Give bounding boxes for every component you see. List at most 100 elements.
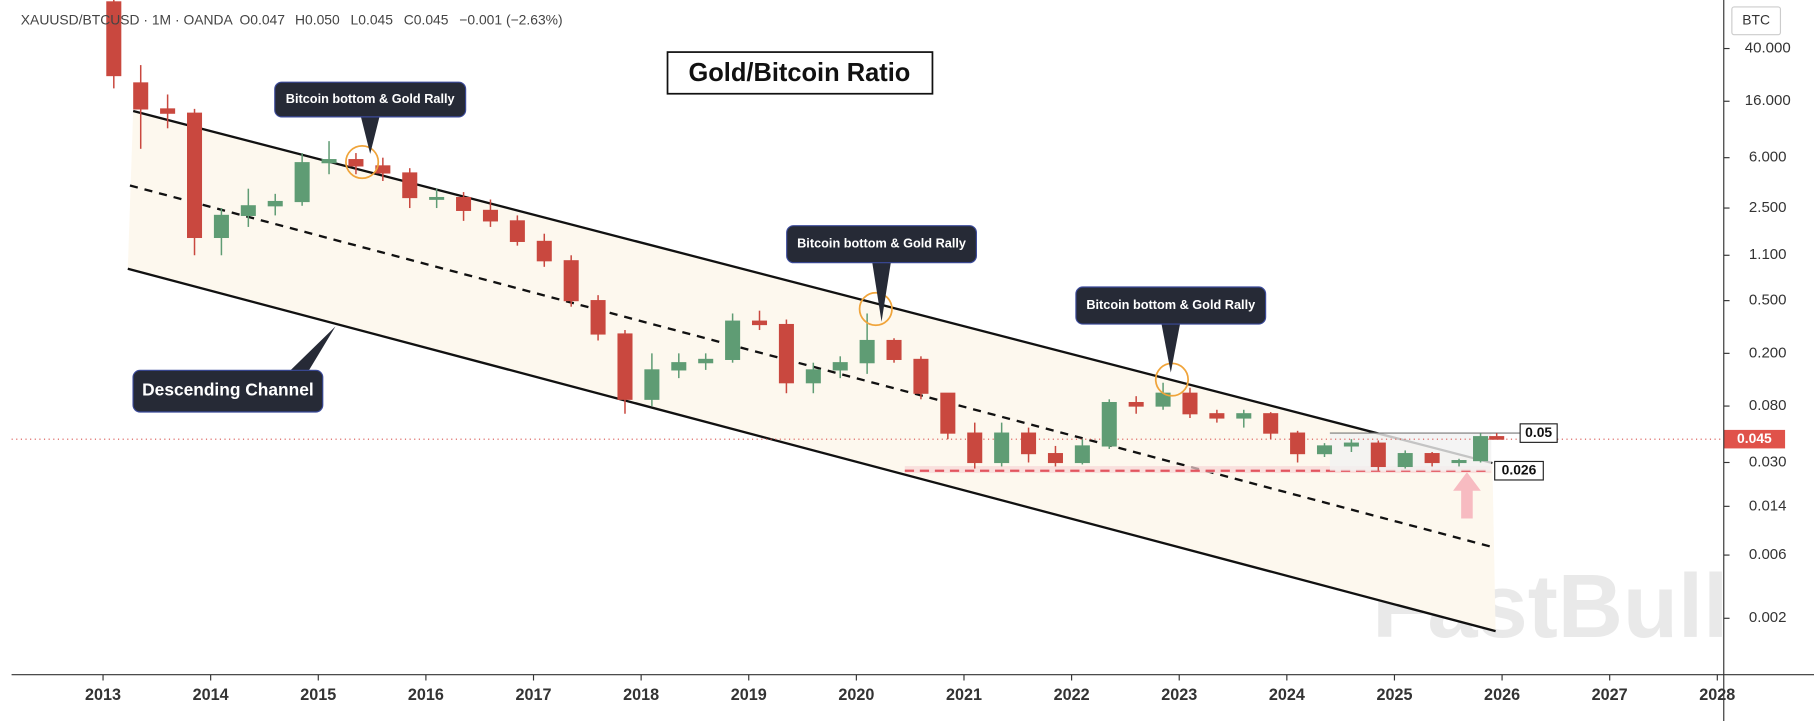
y-tick-label: 1.100	[1749, 246, 1787, 263]
candle-body	[1209, 413, 1225, 419]
candle-body	[1021, 432, 1037, 455]
candle-body	[160, 108, 176, 114]
candle-body	[429, 196, 445, 200]
y-tick-label: 0.030	[1749, 453, 1787, 470]
x-tick-label: 2026	[1484, 686, 1520, 704]
candle-body	[671, 362, 687, 371]
candle-body	[1047, 453, 1063, 464]
x-tick-label: 2024	[1269, 686, 1305, 704]
y-tick-label: 16.000	[1745, 92, 1791, 109]
candle-body	[482, 209, 498, 222]
candle-body	[967, 432, 983, 464]
candle-body	[106, 1, 122, 77]
candle-body	[832, 362, 848, 371]
candle-body	[1236, 413, 1252, 419]
header-high: H0.050	[295, 12, 340, 28]
y-tick-label: 40.000	[1745, 40, 1791, 57]
axis-unit-box	[1731, 6, 1782, 36]
x-tick-label: 2018	[623, 686, 659, 704]
x-tick-label: 2027	[1592, 686, 1628, 704]
resistance-label-box	[1519, 423, 1558, 443]
candle-body	[1473, 436, 1489, 462]
candle-body	[1263, 413, 1279, 434]
candle-body	[1451, 460, 1467, 464]
candle-body	[321, 159, 337, 164]
candles	[106, 0, 1505, 471]
last-price-label: 0.045	[1737, 430, 1772, 446]
candle-body	[913, 358, 929, 394]
candle-body	[778, 323, 794, 384]
y-tick-label: 0.006	[1749, 546, 1787, 563]
candle-body	[859, 339, 875, 364]
candle-body	[994, 432, 1010, 464]
header-change: −0.001 (−2.63%)	[459, 12, 562, 28]
plot-front: 40.000 16.000 6.000 2.500 1.100 0.500 0.200 0.0…	[85, 40, 1791, 704]
callout-pointer	[360, 116, 380, 154]
highlight-ring	[345, 144, 380, 180]
y-tick-label: 2.500	[1749, 199, 1787, 216]
header: XAUUSD/BTCUSD · 1M · OANDA O0.047 H0.050…	[21, 12, 563, 28]
candle-body	[751, 320, 768, 326]
callout-text: Bitcoin bottom & Gold Rally	[286, 91, 455, 106]
resistance-label: 0.05	[1525, 424, 1552, 440]
y-tick-label: 0.500	[1749, 292, 1787, 309]
channel-lower	[127, 267, 1496, 633]
candle-body	[186, 112, 203, 239]
axis-unit: BTC	[1742, 12, 1770, 28]
x-tick-label: 2025	[1376, 686, 1412, 704]
callout-text: Bitcoin bottom & Gold Rally	[797, 236, 966, 251]
candle-body	[509, 220, 525, 242]
candle-body	[1316, 445, 1333, 455]
candle-body	[940, 392, 956, 434]
candle-body	[1182, 392, 1198, 415]
y-tick-label: 0.002	[1749, 609, 1787, 626]
candle-body	[133, 82, 149, 110]
candle-body	[456, 196, 472, 211]
y-tick-label: 6.000	[1749, 149, 1787, 166]
header-low: L0.045	[351, 12, 394, 28]
callout-box	[274, 81, 467, 118]
x-tick-label: 2020	[838, 686, 874, 704]
highlight-ring	[858, 291, 893, 327]
candle-body	[590, 300, 606, 335]
support-label: 0.026	[1502, 461, 1537, 477]
candle-body	[1101, 401, 1117, 447]
breakout-arrow	[1453, 472, 1481, 519]
candle-body	[1397, 453, 1413, 468]
candle-body	[1074, 445, 1090, 464]
chart-title: Gold/Bitcoin Ratio	[688, 59, 910, 87]
candle-body	[563, 260, 579, 302]
x-tick-label: 2028	[1699, 686, 1735, 704]
candle-body	[698, 358, 714, 364]
candle-body	[1343, 442, 1359, 447]
channel-upper	[132, 109, 1493, 465]
candle-body	[1489, 436, 1505, 440]
callout-box	[786, 225, 977, 264]
y-tick-label: 0.080	[1749, 397, 1787, 414]
candle-body	[536, 240, 552, 262]
channel-middle	[129, 184, 1496, 549]
candle-body	[805, 369, 821, 384]
candle-body	[617, 333, 633, 400]
candle-body	[886, 339, 902, 360]
candle-body	[240, 205, 256, 216]
candle-body	[725, 320, 741, 360]
x-tick-label: 2023	[1161, 686, 1197, 704]
callout-text: Bitcoin bottom & Gold Rally	[1086, 297, 1255, 312]
x-tick-label: 2019	[731, 686, 767, 704]
callout-pointer	[1161, 324, 1181, 373]
x-tick-label: 2013	[85, 686, 121, 704]
callout-box	[132, 369, 324, 413]
candle-body	[213, 214, 229, 239]
header-symbol: XAUUSD/BTCUSD · 1M · OANDA	[21, 12, 234, 28]
callout-text: Descending Channel	[142, 380, 314, 400]
x-tick-label: 2014	[193, 686, 229, 704]
y-tick-label: 0.014	[1749, 497, 1787, 514]
candle-body	[402, 172, 418, 199]
candle-body	[348, 159, 364, 167]
x-tick-label: 2022	[1054, 686, 1090, 704]
candle-body	[267, 200, 283, 207]
candle-body	[1370, 442, 1386, 468]
